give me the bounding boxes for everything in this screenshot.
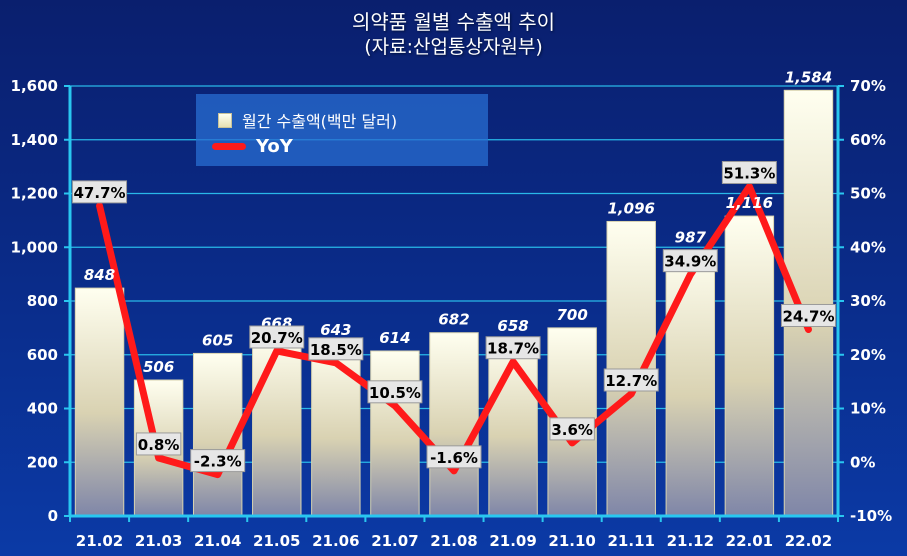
legend-item-line: YoY <box>212 136 293 157</box>
bar <box>724 215 775 517</box>
bar-value-label: 506 <box>143 358 174 376</box>
yoy-label-box <box>549 417 595 441</box>
yoy-label-box <box>603 368 659 392</box>
yoy-label-box <box>308 337 364 361</box>
bar <box>370 350 420 517</box>
x-tick-label: 21.02 <box>76 532 123 550</box>
yoy-value-label: 24.7% <box>782 307 834 325</box>
yoy-value-label: 51.3% <box>723 165 775 183</box>
y-right-tick-label: 50% <box>850 185 886 203</box>
x-tick-label: 22.02 <box>785 532 832 550</box>
x-tick-label: 21.03 <box>135 532 182 550</box>
legend-line-label: YoY <box>256 136 293 157</box>
y-left-tick-label: 400 <box>27 400 58 418</box>
bar-value-label: 658 <box>497 317 528 335</box>
yoy-value-label: -1.6% <box>430 449 478 467</box>
y-left-tick-label: 600 <box>27 346 58 364</box>
x-tick-label: 21.11 <box>608 532 655 550</box>
bar-value-label: 643 <box>320 321 351 339</box>
y-right-tick-label: 0% <box>850 453 875 471</box>
y-left-tick-label: 1,600 <box>11 77 58 95</box>
x-tick-label: 21.04 <box>194 532 241 550</box>
bar <box>783 89 834 517</box>
yoy-value-label: 18.5% <box>310 341 362 359</box>
yoy-value-label: 18.7% <box>487 340 539 358</box>
axis-layer: 0 200 400 600 800 1,000 1,200 1,400 1,600 -10% 0% 1… <box>11 77 893 550</box>
yoy-label-box <box>485 336 541 360</box>
bar-value-label: 848 <box>84 266 115 284</box>
x-tick-label: 21.07 <box>371 532 418 550</box>
y-left-tick-label: 1,000 <box>11 238 58 256</box>
yoy-label-box <box>190 449 246 473</box>
y-left-tick-label: 0 <box>48 507 58 525</box>
x-tick-label: 21.05 <box>253 532 300 550</box>
y-left-tick-label: 200 <box>27 453 58 471</box>
bar <box>74 287 125 517</box>
x-tick-label: 21.10 <box>548 532 595 550</box>
yoy-label-box <box>367 380 423 404</box>
yoy-value-label: 12.7% <box>605 372 657 390</box>
yoy-label-box <box>426 445 482 469</box>
chart-subtitle: (자료:산업통상자원부) <box>364 36 543 58</box>
yoy-label-box <box>72 180 128 204</box>
yoy-label-box <box>662 249 718 273</box>
bar <box>311 342 361 517</box>
y-right-tick-label: 10% <box>850 400 886 418</box>
bar-value-label: 700 <box>556 306 587 324</box>
y-right-tick-label: 40% <box>850 238 886 256</box>
bar-value-label: 1,116 <box>726 194 773 212</box>
yoy-value-label: -2.3% <box>194 453 242 471</box>
legend-item-bar: 월간 수출액(백만 달러) <box>218 108 397 132</box>
x-tick-label: 21.06 <box>312 532 359 550</box>
yoy-label-box <box>135 432 182 456</box>
bar-value-label: 1,584 <box>785 68 832 86</box>
y-right-tick-label: 30% <box>850 292 886 310</box>
yoy-label-box <box>780 303 836 327</box>
legend-bar-swatch <box>218 112 232 128</box>
legend-line-swatch <box>212 143 246 150</box>
bar <box>429 332 479 517</box>
yoy-value-label: 34.9% <box>664 253 716 271</box>
yoy-value-label: 0.8% <box>138 436 180 454</box>
x-tick-label: 21.08 <box>430 532 477 550</box>
y-left-tick-label: 800 <box>27 292 58 310</box>
yoy-value-label: 3.6% <box>551 421 593 439</box>
yoy-value-label: 20.7% <box>251 329 303 347</box>
line-layer <box>96 183 812 479</box>
y-left-tick-label: 1,200 <box>11 185 58 203</box>
yoy-label-box <box>249 325 305 349</box>
y-right-tick-label: -10% <box>850 507 892 525</box>
legend: 월간 수출액(백만 달러) YoY <box>196 94 488 166</box>
y-right-tick-label: 70% <box>850 77 886 95</box>
chart-title: 의약품 월별 수출액 추이 <box>351 10 556 34</box>
bar-value-label: 987 <box>675 229 707 247</box>
yoy-line <box>96 183 812 479</box>
bar-value-label: 682 <box>438 311 469 329</box>
bar-value-label: 1,096 <box>608 199 655 217</box>
bar-value-label: 614 <box>379 329 410 347</box>
yoy-label-box <box>721 161 777 185</box>
bar-layer <box>74 89 834 517</box>
bar <box>252 335 302 517</box>
bar-value-label: 605 <box>202 331 233 349</box>
legend-bar-label: 월간 수출액(백만 달러) <box>242 112 398 131</box>
bar <box>665 250 716 517</box>
y-right-tick-label: 60% <box>850 131 886 149</box>
x-tick-label: 21.12 <box>667 532 714 550</box>
x-tick-label: 21.09 <box>489 532 536 550</box>
yoy-value-label: 10.5% <box>369 384 421 402</box>
y-left-tick-label: 1,400 <box>11 131 58 149</box>
yoy-value-label: 47.7% <box>74 184 126 202</box>
y-right-tick-label: 20% <box>850 346 886 364</box>
x-tick-label: 22.01 <box>726 532 773 550</box>
